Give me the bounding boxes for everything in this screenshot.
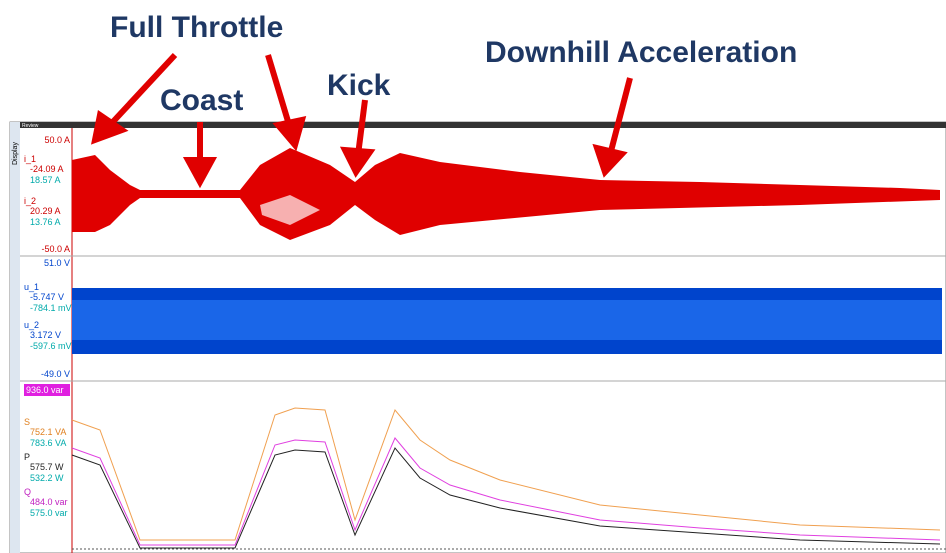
channel-reading: -784.1 mV: [30, 303, 72, 313]
channel-reading: 484.0 var: [30, 497, 68, 507]
channel-reading: 18.57 A: [30, 175, 61, 185]
screenshot: Review Display Full Throttle Coast Kick …: [0, 0, 946, 553]
channel-name: S: [24, 417, 30, 427]
channel-name: P: [24, 452, 30, 462]
channel-name: u_1: [24, 282, 39, 292]
voltage-trace-2: [72, 300, 942, 340]
display-tab: Display: [12, 142, 19, 165]
channel-reading: -5.747 V: [30, 292, 64, 302]
annotation: Full Throttle: [110, 11, 283, 44]
channel-name: i_1: [24, 154, 36, 164]
channel-reading: 532.2 W: [30, 473, 64, 483]
annotation: Downhill Acceleration: [485, 36, 797, 69]
channel-reading: 575.0 var: [30, 508, 68, 518]
channel-reading: 783.6 VA: [30, 438, 66, 448]
annotation: Coast: [160, 84, 243, 117]
scale-bottom: -49.0 V: [41, 369, 70, 379]
channel-name: Q: [24, 487, 31, 497]
channel-reading: 20.29 A: [30, 206, 61, 216]
scale-top: 50.0 A: [44, 135, 70, 145]
channel-reading: 575.7 W: [30, 462, 64, 472]
channel-name: i_2: [24, 196, 36, 206]
scale-bottom: -50.0 A: [41, 244, 70, 254]
channel-reading: 13.76 A: [30, 217, 61, 227]
review: Review: [22, 123, 39, 129]
toolbar: [20, 122, 946, 128]
channel-name: u_2: [24, 320, 39, 330]
channel-reading: 752.1 VA: [30, 427, 66, 437]
scale-top: 51.0 V: [44, 258, 70, 268]
channel-reading: 3.172 V: [30, 330, 61, 340]
channel-reading: -24.09 A: [30, 164, 64, 174]
sidebar: [10, 122, 20, 553]
channel-reading: -597.6 mV: [30, 341, 72, 351]
annotation: Kick: [327, 69, 391, 102]
scale-top: 936.0 var: [26, 385, 64, 395]
